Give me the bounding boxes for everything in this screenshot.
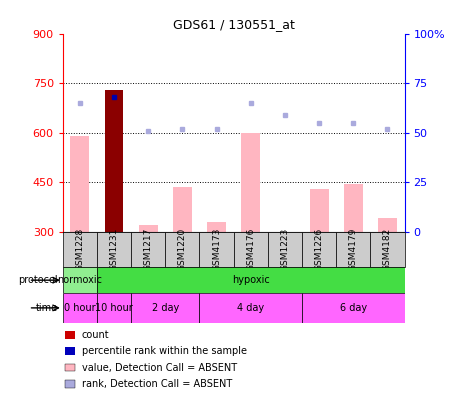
Bar <box>173 187 192 232</box>
Bar <box>302 293 405 323</box>
Text: GSM4176: GSM4176 <box>246 228 255 271</box>
Text: 6 day: 6 day <box>340 303 367 313</box>
Text: GSM1220: GSM1220 <box>178 228 187 271</box>
Text: GSM1226: GSM1226 <box>315 228 324 271</box>
Text: GSM1231: GSM1231 <box>110 228 119 271</box>
Bar <box>65 364 74 371</box>
Bar <box>97 293 131 323</box>
Bar <box>65 331 74 339</box>
Text: GSM4173: GSM4173 <box>212 228 221 271</box>
Bar <box>370 232 405 267</box>
Bar <box>336 232 370 267</box>
Text: GSM4179: GSM4179 <box>349 228 358 271</box>
Text: hypoxic: hypoxic <box>232 275 270 285</box>
Bar <box>71 136 89 232</box>
Text: 0 hour: 0 hour <box>64 303 96 313</box>
Text: GSM1217: GSM1217 <box>144 228 153 271</box>
Bar <box>131 232 165 267</box>
Bar <box>65 380 74 388</box>
Text: GSM1223: GSM1223 <box>280 228 289 271</box>
Text: time: time <box>36 303 58 313</box>
Bar <box>199 232 233 267</box>
Bar <box>63 232 97 267</box>
Text: GSM1228: GSM1228 <box>75 228 84 271</box>
Text: percentile rank within the sample: percentile rank within the sample <box>82 346 247 356</box>
Bar <box>241 133 260 232</box>
Bar <box>105 90 123 232</box>
Bar <box>233 232 268 267</box>
Text: protocol: protocol <box>19 275 58 285</box>
Bar <box>268 232 302 267</box>
Text: 4 day: 4 day <box>237 303 264 313</box>
Bar <box>165 232 199 267</box>
Text: 2 day: 2 day <box>152 303 179 313</box>
Bar <box>63 293 97 323</box>
Bar <box>344 184 363 232</box>
Bar <box>65 347 74 355</box>
Bar <box>131 293 199 323</box>
Bar <box>139 225 158 232</box>
Bar <box>97 232 131 267</box>
Text: rank, Detection Call = ABSENT: rank, Detection Call = ABSENT <box>82 379 232 389</box>
Bar <box>63 267 97 293</box>
Bar <box>310 189 328 232</box>
Bar <box>378 219 397 232</box>
Text: 10 hour: 10 hour <box>95 303 133 313</box>
Text: GSM4182: GSM4182 <box>383 228 392 271</box>
Text: count: count <box>82 330 109 340</box>
Bar <box>302 232 336 267</box>
Title: GDS61 / 130551_at: GDS61 / 130551_at <box>173 18 295 31</box>
Text: normoxic: normoxic <box>57 275 102 285</box>
Text: value, Detection Call = ABSENT: value, Detection Call = ABSENT <box>82 362 237 373</box>
Bar <box>199 293 302 323</box>
Bar <box>207 222 226 232</box>
